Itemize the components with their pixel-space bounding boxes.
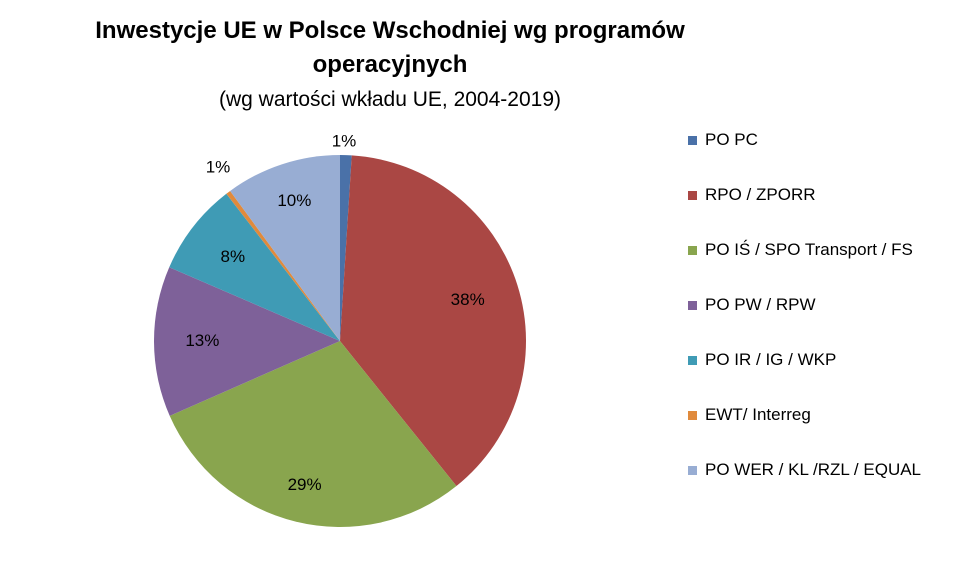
data-label-3: 29% [288,475,322,494]
legend-label: RPO / ZPORR [705,185,816,204]
chart-subtitle: (wg wartości wkładu UE, 2004-2019) [219,88,561,111]
legend-item-1: PO PC [688,130,758,150]
legend-label: PO PW / RPW [705,295,816,314]
data-label-2: 38% [451,290,485,309]
legend-swatch [688,465,697,475]
legend-label: PO IR / IG / WKP [705,350,837,369]
chart-title: Inwestycje UE w Polsce Wschodniej wg pro… [40,14,740,82]
chart-title-line2: operacyjnych [312,51,468,78]
legend-item-4: PO PW / RPW [688,295,816,315]
legend-swatch [688,355,697,365]
legend-item-6: EWT/ Interreg [688,405,811,425]
pie-slice-3 [169,341,457,527]
pie-slice-6 [226,190,340,341]
data-label-4: 13% [185,331,219,350]
pie-slice-7 [230,155,340,341]
legend-swatch [688,135,697,145]
legend-swatch [688,245,697,255]
data-label-1: 1% [332,131,357,150]
legend-label: EWT/ Interreg [705,405,811,424]
legend-item-2: RPO / ZPORR [688,185,816,205]
legend-swatch [688,410,697,420]
legend-item-7: PO WER / KL /RZL / EQUAL [688,460,921,480]
pie-slice-5 [169,193,340,341]
legend-item-3: PO IŚ / SPO Transport / FS [688,240,913,260]
data-label-5: 8% [220,247,245,266]
legend-label: PO PC [705,130,758,149]
pie-slice-4 [153,267,340,416]
chart-title-line1: Inwestycje UE w Polsce Wschodniej wg pro… [95,17,685,44]
legend-swatch [688,190,697,200]
legend-label: PO WER / KL /RZL / EQUAL [705,460,922,479]
data-label-7: 10% [277,191,311,210]
pie-slice-2 [340,155,526,487]
data-label-6: 1% [206,157,231,176]
legend-label: PO IŚ / SPO Transport / FS [705,240,913,259]
pie-slice-1 [340,155,352,341]
legend-item-5: PO IR / IG / WKP [688,350,836,370]
legend-swatch [688,300,697,310]
